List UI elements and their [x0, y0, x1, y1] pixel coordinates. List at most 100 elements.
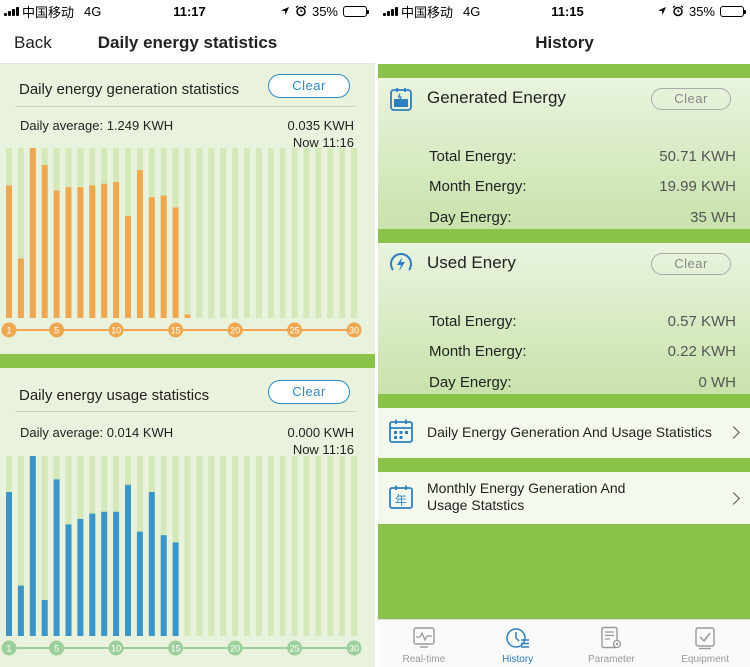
- day-slot: [303, 456, 310, 636]
- generation-title: Daily energy generation statistics: [19, 81, 240, 98]
- day-slot: [351, 148, 358, 318]
- usage-title: Daily energy usage statistics: [19, 387, 210, 404]
- x-tick-label: 20: [230, 326, 240, 336]
- tab-history[interactable]: History: [471, 620, 565, 667]
- bar: [29, 148, 36, 318]
- day-slot: [41, 456, 48, 636]
- day-slot: [208, 148, 215, 318]
- x-tick-label: 1: [6, 326, 11, 336]
- x-tick-marker: [346, 640, 362, 656]
- back-button[interactable]: Back: [14, 32, 52, 52]
- battery-percent: 35%: [311, 3, 338, 19]
- bar: [17, 258, 24, 318]
- day-slot: [232, 456, 239, 636]
- generation-panel: Daily energy generation statistics Clear…: [0, 64, 375, 354]
- signal-icon: [4, 6, 19, 16]
- bar: [41, 165, 48, 318]
- bar: [113, 511, 120, 636]
- network-label: 4G: [84, 3, 102, 19]
- bar: [184, 314, 191, 318]
- row-key: Month Energy:: [429, 343, 527, 360]
- day-slot: [220, 456, 227, 636]
- bar: [53, 479, 60, 636]
- tab-label: Parameter: [588, 654, 635, 665]
- row-key: Day Energy:: [429, 209, 512, 226]
- document-gear-icon: [601, 626, 622, 649]
- bar: [17, 585, 24, 636]
- generation-current-time: Now 11:16: [292, 135, 354, 150]
- nav-bar: Back Daily energy statistics: [0, 22, 375, 64]
- tab-real-time[interactable]: Real-time: [377, 620, 471, 667]
- row-value: 0.57 KWH: [667, 313, 736, 330]
- usage-current-value: 0.000 KWH: [287, 425, 354, 440]
- history-body: Generated Energy Clear Total Energy: 50.7…: [378, 64, 750, 619]
- x-tick-marker: [108, 640, 124, 656]
- x-tick-label: 5: [54, 326, 59, 336]
- row-value: 50.71 KWH: [659, 148, 736, 165]
- day-slot: [208, 456, 215, 636]
- clock-list-icon: [505, 628, 529, 648]
- day-slot: [184, 148, 191, 318]
- history-screen: 中国移动 4G 11:15 35% History Generated Ener…: [375, 0, 750, 667]
- bar: [65, 187, 72, 318]
- generated-clear-button[interactable]: Clear: [651, 88, 731, 110]
- x-tick-label: 20: [230, 644, 240, 654]
- generation-current-value: 0.035 KWH: [287, 118, 354, 133]
- monitor-icon: [413, 627, 435, 648]
- daily-statistics-link[interactable]: Daily Energy Generation And Usage Statis…: [378, 408, 750, 458]
- total-energy-row: Total Energy: 50.71 KWH: [429, 148, 736, 168]
- day-slot: [255, 148, 262, 318]
- bar: [6, 492, 12, 636]
- month-energy-row: Month Energy: 0.22 KWH: [429, 343, 736, 363]
- x-tick-label: 25: [290, 644, 300, 654]
- bar: [136, 531, 143, 636]
- x-tick-label: 10: [111, 644, 121, 654]
- generated-energy-header: Generated Energy Clear: [378, 78, 750, 120]
- bar: [160, 535, 167, 636]
- battery-percent: 35%: [688, 3, 715, 19]
- day-slot: [244, 148, 250, 318]
- bar: [101, 183, 108, 318]
- bar: [172, 207, 179, 318]
- year-calendar-icon: 年: [389, 485, 413, 509]
- x-tick-label: 15: [171, 644, 181, 654]
- battery-icon: [720, 5, 746, 17]
- checkbox-icon: [695, 627, 715, 650]
- bar: [125, 216, 131, 318]
- usage-clear-button[interactable]: Clear: [268, 380, 350, 404]
- used-energy-label: Used Enery: [427, 253, 516, 272]
- usage-current-time: Now 11:16: [292, 442, 354, 457]
- alarm-icon: [672, 5, 684, 17]
- page-title: History: [535, 33, 594, 52]
- network-label: 4G: [463, 3, 481, 19]
- row-key: Total Energy:: [429, 313, 517, 330]
- day-slot: [339, 456, 346, 636]
- used-energy-card: Used Enery Clear Total Energy: 0.57 KWH M…: [378, 243, 750, 394]
- x-tick-label: 1: [6, 644, 11, 654]
- tab-parameter[interactable]: Parameter: [565, 620, 659, 667]
- bar: [148, 197, 155, 318]
- day-slot: [255, 456, 262, 636]
- location-arrow-icon: [657, 7, 666, 15]
- day-slot: [196, 148, 203, 318]
- x-tick-label: 30: [349, 644, 359, 654]
- monthly-statistics-link[interactable]: 年 Monthly Energy Generation And Usage St…: [378, 472, 750, 524]
- power-gauge-icon: [390, 253, 412, 271]
- tab-equipment[interactable]: Equipment: [658, 620, 750, 667]
- chevron-right-icon: [727, 426, 740, 439]
- x-tick-marker: [49, 322, 65, 338]
- usage-daily-average: Daily average: 0.014 KWH: [20, 425, 174, 440]
- used-clear-button[interactable]: Clear: [651, 253, 731, 275]
- bar: [101, 511, 108, 636]
- tab-label: Real-time: [402, 654, 446, 665]
- generation-clear-button[interactable]: Clear: [268, 74, 350, 98]
- day-slot: [327, 456, 334, 636]
- day-slot: [17, 456, 24, 636]
- x-tick-marker: [49, 640, 65, 656]
- day-slot: [17, 148, 24, 318]
- tab-bar: Real-time History Parameter Equipment: [377, 619, 750, 667]
- bar: [89, 185, 96, 318]
- divider: [15, 106, 355, 107]
- day-slot: [267, 148, 274, 318]
- usage-current: 0.000 KWH Now 11:16: [288, 424, 354, 458]
